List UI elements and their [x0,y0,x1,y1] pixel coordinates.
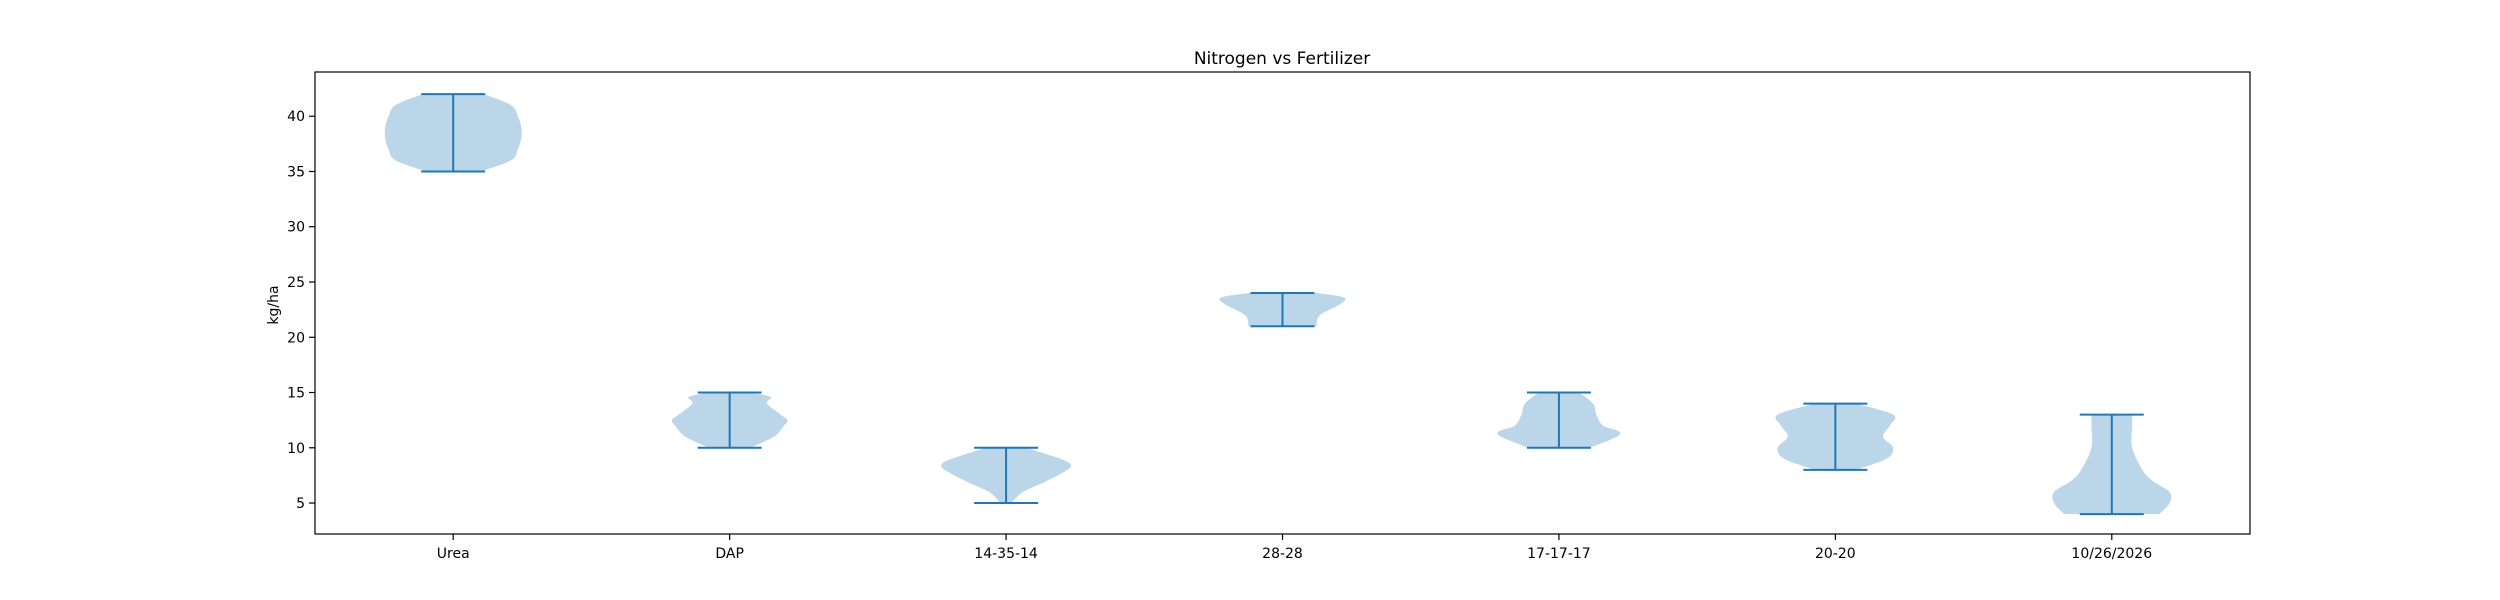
x-tick-label: 10/26/2026 [2071,546,2152,562]
x-tick-label: DAP [715,546,744,562]
plot-frame [314,71,2251,535]
y-tick-label: 35 [287,164,305,180]
violin-4 [1219,292,1346,328]
y-tick-label: 20 [287,330,305,346]
violin-7 [2052,413,2172,516]
x-tick-label: 20-20 [1815,546,1856,562]
violin-3 [941,446,1072,505]
violin-1 [384,93,522,173]
violin-6 [1775,402,1896,471]
y-tick-label: 15 [287,386,305,402]
y-tick-label: 5 [296,496,305,512]
violin-5 [1497,391,1621,449]
violin-2 [671,391,788,449]
violins [384,93,2172,516]
x-axis-ticks: Urea DAP 14-35-14 28-28 17-17-17 20-20 10/26/2… [437,534,2152,562]
x-tick-label: Urea [437,546,470,562]
x-tick-label: 28-28 [1262,546,1303,562]
y-tick-label: 30 [287,220,305,236]
y-axis-ticks: 5 10 15 20 25 30 35 40 [287,109,315,512]
y-tick-label: 10 [287,441,305,457]
y-tick-label: 40 [287,109,305,125]
x-tick-label: 14-35-14 [974,546,1038,562]
x-tick-label: 17-17-17 [1527,546,1591,562]
y-tick-label: 25 [287,275,305,291]
chart-title: Nitrogen vs Fertilizer [1194,49,1370,69]
y-axis-label: kg/ha [266,285,282,324]
